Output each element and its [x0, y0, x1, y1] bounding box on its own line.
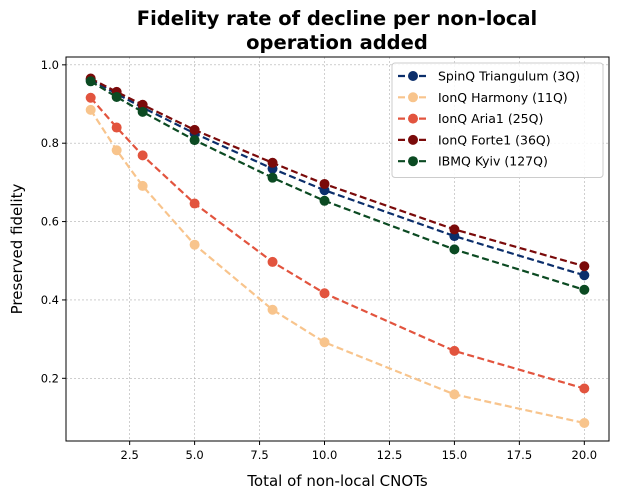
x-tick-label: 12.5 [377, 448, 403, 462]
data-point [449, 224, 460, 235]
legend-marker [408, 71, 418, 81]
series-layer [85, 73, 590, 428]
data-point [579, 417, 590, 428]
y-tick-label: 0.6 [41, 215, 59, 229]
data-point [579, 261, 590, 272]
data-point [189, 124, 200, 135]
legend-label: IonQ Harmony (11Q) [438, 90, 568, 105]
data-point [579, 270, 590, 281]
data-point [111, 91, 122, 102]
x-tick-label: 17.5 [507, 448, 533, 462]
series-line [89, 109, 585, 425]
legend-label: IonQ Aria1 (25Q) [438, 111, 543, 126]
legend-item: IonQ Aria1 (25Q) [398, 111, 543, 126]
data-point [319, 337, 330, 348]
x-tick-label: 15.0 [442, 448, 468, 462]
legend-marker [408, 156, 418, 167]
x-tick-label: 7.5 [250, 448, 268, 462]
data-point [137, 150, 148, 161]
data-point [267, 256, 278, 267]
data-point [85, 104, 96, 115]
y-tick-label: 1.0 [41, 58, 59, 72]
legend-marker [408, 134, 418, 145]
legend-box [391, 62, 604, 178]
x-tick-label: 20.0 [572, 448, 598, 462]
data-point [579, 383, 590, 394]
axis-ticks: 2.5 5.0 7.5 10.0 12.5 15.0 17.5 20.0 0.2 0.4 0.6 0.… [41, 58, 597, 462]
x-tick-label: 2.5 [121, 448, 139, 462]
y-tick-label: 0.4 [41, 293, 59, 307]
data-point [449, 389, 460, 400]
plot-area-frame [65, 56, 610, 442]
data-point [267, 172, 278, 183]
data-point [189, 135, 200, 146]
series-line [90, 80, 585, 291]
legend-label: SpinQ Triangulum (3Q) [438, 69, 580, 84]
data-point [137, 99, 148, 110]
data-point [137, 106, 148, 117]
data-point [189, 239, 200, 250]
data-point [449, 345, 460, 356]
legend: SpinQ Triangulum (3Q) IonQ Harmony (11Q) I… [391, 62, 604, 178]
data-point [267, 304, 278, 315]
legend-item: IBMQ Kyiv (127Q) [398, 154, 548, 169]
x-tick-label: 5.0 [185, 448, 203, 462]
series-2 [85, 104, 590, 428]
legend-label: IonQ Forte1 (36Q) [438, 132, 551, 147]
data-point [319, 195, 330, 206]
y-tick-label: 0.8 [41, 136, 59, 150]
y-axis-label: Preserved fidelity [8, 184, 26, 315]
legend-marker [408, 92, 418, 103]
legend-label: IBMQ Kyiv (127Q) [438, 154, 548, 169]
data-point [137, 180, 148, 191]
chart-title-line-1: Fidelity rate of decline per non-local [137, 7, 538, 30]
data-point [85, 76, 96, 87]
x-axis-label: Total of non-local CNOTs [246, 472, 428, 490]
series-3 [85, 92, 590, 394]
data-point [319, 288, 330, 299]
data-point [111, 122, 122, 133]
legend-item: IonQ Harmony (11Q) [398, 90, 568, 105]
series-5 [85, 76, 590, 295]
data-point [319, 178, 330, 189]
chart-title: Fidelity rate of decline per non-local o… [137, 7, 538, 54]
data-point [267, 157, 278, 168]
legend-item: SpinQ Triangulum (3Q) [398, 69, 580, 84]
legend-marker [408, 113, 418, 124]
series-line [89, 97, 585, 390]
data-point [111, 145, 122, 156]
y-tick-label: 0.2 [41, 371, 59, 385]
chart-title-line-2: operation added [246, 31, 428, 54]
legend-item: IonQ Forte1 (36Q) [398, 132, 551, 147]
x-tick-label: 10.0 [312, 448, 338, 462]
data-point [579, 284, 590, 295]
data-point [449, 244, 460, 255]
data-point [189, 198, 200, 209]
data-point [85, 92, 96, 103]
